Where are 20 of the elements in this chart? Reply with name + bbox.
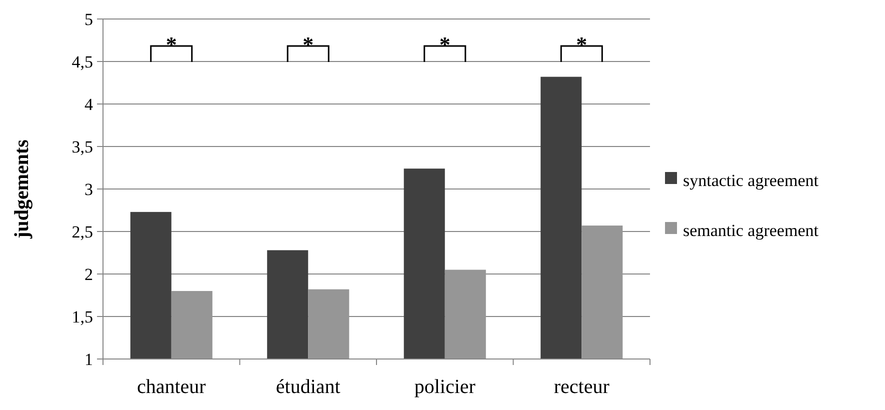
y-tick-label: 2 (84, 264, 93, 284)
x-tick-label: chanteur (136, 376, 206, 398)
annotation: * (166, 32, 177, 57)
y-tick-label: 4,5 (72, 52, 93, 72)
y-tick-label: 1,5 (72, 307, 93, 326)
legend-label: syntactic agreement (683, 170, 819, 190)
y-tick-label: 3 (84, 180, 93, 199)
y-tick-label: 1 (84, 350, 93, 369)
y-tick-label: 5 (84, 10, 93, 29)
y-tick-label: 3,5 (72, 137, 93, 156)
x-tick-label: policier (414, 376, 476, 398)
x-tick-label: recteur (554, 376, 610, 398)
y-tick-label: 2,5 (72, 222, 93, 242)
annotation: * (439, 32, 450, 57)
annotation: * (302, 32, 314, 57)
y-axis-title: judgements (11, 139, 33, 240)
legend-label: semantic agreement (683, 220, 819, 240)
annotation: * (576, 32, 588, 57)
x-tick-label: étudiant (276, 376, 341, 398)
y-tick-label: 4 (84, 94, 94, 114)
